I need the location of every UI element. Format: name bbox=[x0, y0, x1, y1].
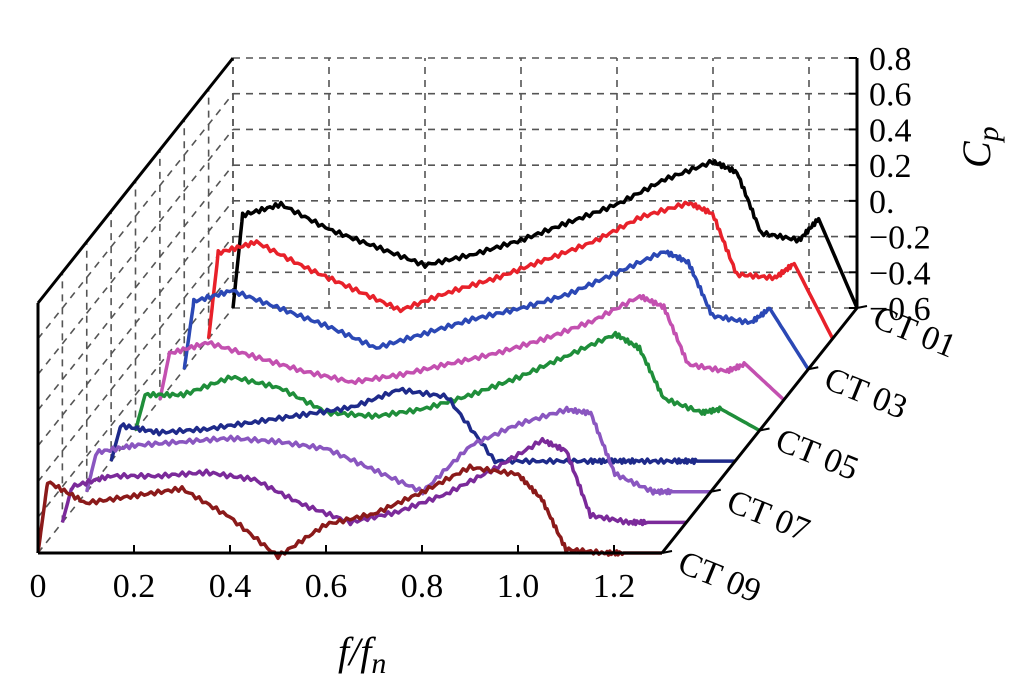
series-line-1 bbox=[231, 158, 859, 309]
series-line-9 bbox=[36, 463, 662, 561]
z-tick-label: −0.6 bbox=[869, 291, 931, 328]
x-axis-label-sub: n bbox=[371, 647, 386, 680]
x-tick-label: 0.4 bbox=[209, 568, 252, 605]
x-tick-label: 0.8 bbox=[401, 568, 444, 605]
x-tick-label: 1.0 bbox=[497, 568, 540, 605]
chart-series bbox=[36, 158, 859, 561]
z-tick-label: 0. bbox=[869, 184, 895, 221]
grid-side-horizontal bbox=[37, 128, 234, 375]
depth-tick-label: CT 09 bbox=[673, 544, 766, 610]
z-tick-label: −0.4 bbox=[869, 255, 931, 292]
series-line-7 bbox=[85, 405, 711, 496]
x-axis-label: f/fn bbox=[338, 629, 386, 680]
z-axis-label-sub: p bbox=[972, 126, 1005, 143]
z-tick-label: 0.8 bbox=[869, 41, 912, 78]
z-tick-label: −0.2 bbox=[869, 220, 931, 257]
z-axis-label: Cp bbox=[954, 126, 1005, 168]
depth-tick-label: CT 05 bbox=[771, 422, 864, 488]
grid-side-horizontal bbox=[37, 93, 234, 340]
grid-side-horizontal bbox=[37, 164, 234, 411]
z-tick-label: 0.6 bbox=[869, 77, 912, 114]
z-tick-label: 0.4 bbox=[869, 112, 912, 149]
grid-side-horizontal bbox=[37, 271, 234, 518]
grid-side-horizontal bbox=[37, 236, 234, 483]
z-tick-label: 0.2 bbox=[869, 148, 912, 185]
x-tick-label: 1.2 bbox=[593, 568, 636, 605]
series-line-2 bbox=[206, 200, 835, 340]
depth-tick bbox=[710, 488, 721, 493]
grid-side-horizontal bbox=[37, 200, 234, 447]
x-tick-label: 0 bbox=[30, 568, 47, 605]
depth-tick-label: CT 03 bbox=[819, 360, 912, 426]
series-line-8 bbox=[60, 436, 687, 527]
depth-tick-label: CT 07 bbox=[722, 483, 815, 549]
series-line-6 bbox=[109, 386, 736, 466]
series-line-5 bbox=[133, 330, 761, 433]
depth-tick bbox=[808, 366, 819, 371]
depth-tick bbox=[661, 550, 673, 554]
series-line-4 bbox=[158, 293, 786, 402]
top-left-edge bbox=[36, 57, 235, 304]
x-tick-label: 0.6 bbox=[305, 568, 348, 605]
series-line-3 bbox=[182, 249, 810, 371]
depth-tick bbox=[759, 427, 770, 432]
chart-axes: 0 0.2 0.4 0.6 0.8 1.0 1.20.80.60.40.20.−0.2−0.… bbox=[30, 41, 961, 610]
depth-tick bbox=[856, 305, 868, 309]
x-tick-label: 0.2 bbox=[113, 568, 156, 605]
